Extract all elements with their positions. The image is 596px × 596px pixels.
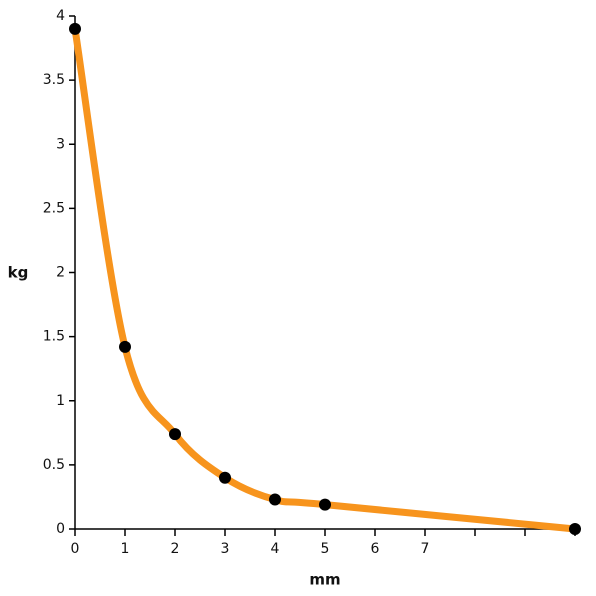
x-tick-label: 6 [371, 541, 380, 557]
line [71, 25, 579, 533]
point [569, 523, 581, 535]
point [119, 340, 131, 353]
y-tick-label: 1 [56, 393, 65, 409]
y-tick-label: 0 [56, 521, 65, 537]
point [69, 22, 81, 35]
y-tick-label: 0.5 [43, 457, 65, 473]
y-tick-label: 2 [56, 265, 65, 281]
x-tick-label: 5 [321, 541, 330, 557]
point [319, 498, 331, 511]
x-tick-label: 3 [221, 541, 230, 557]
x-tick-label: 0 [71, 541, 80, 557]
x-tick-label: 7 [421, 541, 430, 557]
point [269, 493, 281, 506]
y-tick-label: 3 [56, 136, 65, 152]
y-tick-label: 1.5 [43, 329, 65, 345]
y-axis-title: kg [8, 264, 29, 282]
point [169, 428, 181, 441]
point [219, 471, 231, 484]
x-tick-label: 4 [271, 541, 280, 557]
y-tick-label: 3.5 [43, 72, 65, 88]
x-axis-title: mm [309, 571, 340, 589]
x-tick-label: 2 [171, 541, 180, 557]
y-tick-label: 4 [56, 8, 65, 24]
y-tick-label: 2.5 [43, 200, 65, 216]
x-tick-label: 1 [121, 541, 130, 557]
